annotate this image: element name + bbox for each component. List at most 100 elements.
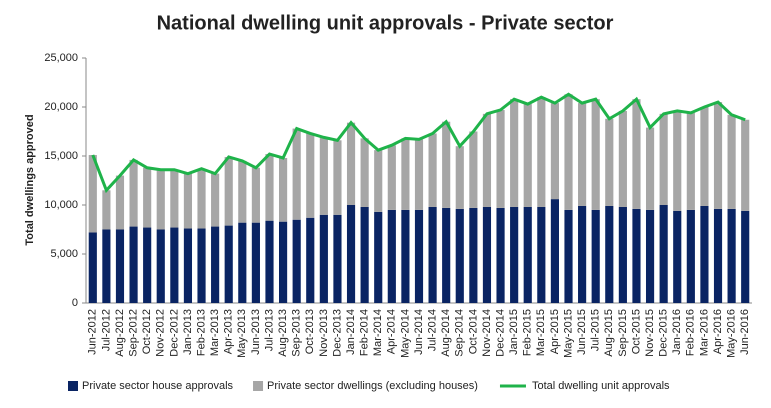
bar xyxy=(129,159,138,227)
chart-title: National dwelling unit approvals - Priva… xyxy=(157,12,614,34)
bar xyxy=(333,214,342,303)
bar xyxy=(482,206,492,303)
bar xyxy=(374,150,383,212)
bar xyxy=(496,109,505,208)
bar xyxy=(265,220,274,303)
bar xyxy=(279,221,288,303)
x-tick-label: Feb-2015 xyxy=(522,309,534,356)
y-axis-label: Total dwellings approved xyxy=(24,114,36,245)
bar xyxy=(632,99,641,209)
x-tick-label: Oct-2013 xyxy=(304,309,316,354)
x-tick-label: May-2016 xyxy=(726,309,738,358)
x-tick-label: Sep-2012 xyxy=(127,309,139,357)
bar xyxy=(632,208,641,303)
x-tick-label: Nov-2012 xyxy=(155,309,167,357)
bar xyxy=(292,128,301,220)
bar xyxy=(129,226,138,303)
bar xyxy=(727,208,736,303)
x-tick-label: Apr-2016 xyxy=(712,309,724,354)
x-tick-label: Apr-2015 xyxy=(549,309,561,354)
bar xyxy=(401,209,410,303)
x-tick-label: Oct-2012 xyxy=(141,309,153,354)
bar xyxy=(319,214,328,303)
bar xyxy=(550,199,559,303)
bar xyxy=(605,118,614,206)
bar xyxy=(156,169,165,230)
bar xyxy=(537,97,546,207)
bar xyxy=(211,173,220,227)
bar xyxy=(455,208,464,303)
y-tick-label: 10,000 xyxy=(44,199,78,211)
bar xyxy=(197,228,206,303)
bar xyxy=(618,206,627,303)
bar xyxy=(442,121,451,208)
x-tick-label: Aug-2014 xyxy=(440,309,452,357)
bar xyxy=(564,209,573,303)
bar xyxy=(306,217,315,303)
bar xyxy=(224,225,233,303)
line xyxy=(91,92,746,194)
bar xyxy=(645,209,655,303)
x-tick-label: May-2015 xyxy=(562,309,574,358)
y-tick-label: 20,000 xyxy=(44,101,78,113)
bar xyxy=(428,133,437,207)
x-tick-label: Oct-2015 xyxy=(630,309,642,354)
x-tick-label: Jan-2015 xyxy=(508,309,520,355)
legend-swatch xyxy=(68,381,78,391)
bar xyxy=(211,226,220,303)
bar xyxy=(414,209,424,303)
x-tick-label: Mar-2014 xyxy=(372,309,384,356)
bar xyxy=(686,209,695,303)
y-tick-label: 15,000 xyxy=(44,150,78,162)
x-tick-label: Jan-2016 xyxy=(671,309,683,355)
bar xyxy=(360,206,369,303)
bar xyxy=(605,205,614,303)
bar xyxy=(360,138,369,207)
bar xyxy=(700,205,709,303)
bar xyxy=(374,211,383,303)
x-tick-label: Jun-2016 xyxy=(739,309,751,355)
bar xyxy=(102,190,111,230)
x-tick-label: Mar-2013 xyxy=(209,309,221,356)
x-tick-label: Jul-2014 xyxy=(426,309,438,351)
bar xyxy=(537,206,546,303)
x-tick-label: Dec-2014 xyxy=(494,309,506,357)
x-tick-label: Jul-2013 xyxy=(263,309,275,351)
bar xyxy=(550,103,559,200)
bar xyxy=(428,206,437,303)
bar xyxy=(523,206,532,303)
bar xyxy=(88,232,97,303)
bar xyxy=(387,209,396,303)
bar xyxy=(414,139,424,210)
x-tick-label: Sep-2013 xyxy=(291,309,303,357)
y-tick-label: 25,000 xyxy=(44,52,78,64)
bar xyxy=(578,205,587,303)
bar xyxy=(143,167,152,228)
x-tick-label: Feb-2016 xyxy=(685,309,697,356)
x-tick-label: Jun-2015 xyxy=(576,309,588,355)
x-tick-label: Dec-2012 xyxy=(168,309,180,357)
bar xyxy=(591,209,600,303)
bar xyxy=(469,131,478,208)
bar xyxy=(645,127,655,210)
bar xyxy=(686,112,695,210)
x-tick-label: Apr-2013 xyxy=(223,309,235,354)
legend-label: Private sector dwellings (excluding hous… xyxy=(267,380,478,392)
bar xyxy=(319,137,328,215)
x-tick-label: Jan-2013 xyxy=(182,309,194,355)
bar xyxy=(306,133,315,218)
x-tick-label: Jun-2012 xyxy=(87,309,99,355)
bar xyxy=(591,99,600,210)
bar xyxy=(659,113,668,205)
x-tick-label: Mar-2016 xyxy=(698,309,710,356)
x-tick-label: May-2013 xyxy=(236,309,248,358)
bar xyxy=(197,168,206,229)
x-tick-label: Feb-2013 xyxy=(195,309,207,356)
bar xyxy=(238,222,247,303)
bar xyxy=(523,104,532,207)
bar xyxy=(510,206,519,303)
legend-swatch xyxy=(253,381,264,391)
bar xyxy=(442,207,451,303)
